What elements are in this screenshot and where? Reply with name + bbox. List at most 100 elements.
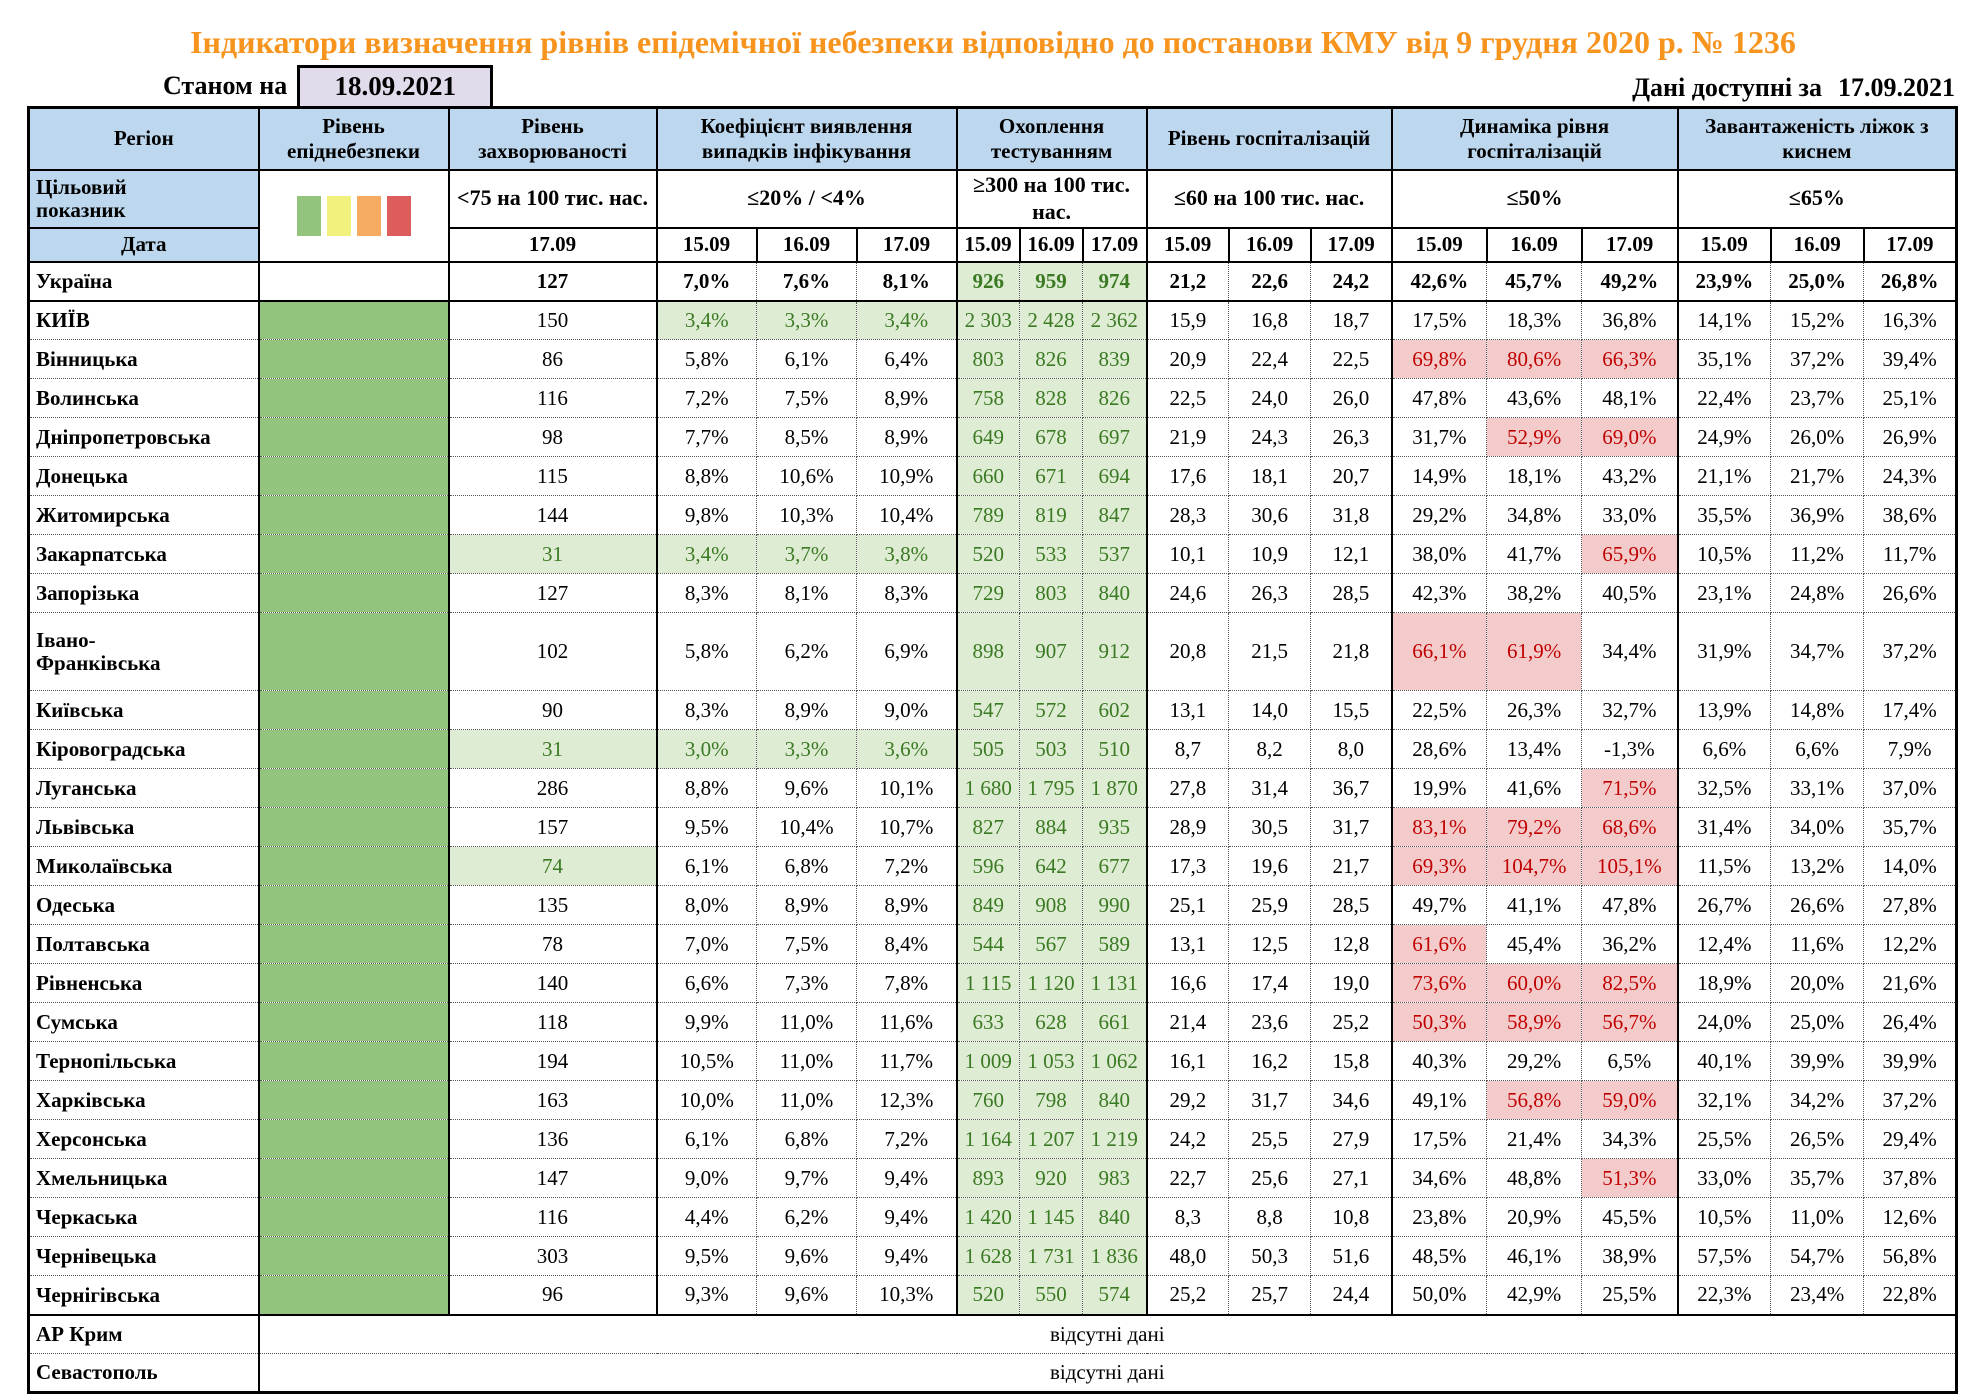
incidence-value: 194 <box>447 1041 657 1081</box>
dynamics-value: 45,7% <box>1486 260 1583 302</box>
hospitalization-value: 27,1 <box>1310 1158 1393 1198</box>
incidence-value: 127 <box>447 260 657 302</box>
hospitalization-value: 16,2 <box>1228 1041 1312 1081</box>
region-name: Україна <box>28 260 259 302</box>
date-cell: 15.09 <box>655 226 758 263</box>
detection-value: 6,1% <box>655 1119 757 1159</box>
incidence-value: 140 <box>447 963 657 1003</box>
incidence-value: 303 <box>447 1236 657 1276</box>
beds-value: 25,0% <box>1770 1002 1865 1042</box>
dynamics-value: 60,0% <box>1486 963 1583 1003</box>
dynamics-value: 52,9% <box>1486 417 1583 457</box>
beds-value: 26,4% <box>1863 1002 1958 1042</box>
beds-value: 23,1% <box>1676 573 1772 613</box>
beds-value: 11,5% <box>1676 846 1772 886</box>
hospitalization-value: 21,2 <box>1145 260 1230 302</box>
dynamics-value: 40,5% <box>1581 573 1679 613</box>
testing-value: 661 <box>1082 1002 1148 1042</box>
incidence-value: 150 <box>447 300 657 340</box>
hospitalization-value: 24,6 <box>1145 573 1230 613</box>
hospitalization-value: 36,7 <box>1310 768 1393 808</box>
beds-value: 54,7% <box>1770 1236 1865 1276</box>
testing-value: 826 <box>1082 378 1148 418</box>
dynamics-value: 50,0% <box>1390 1275 1488 1315</box>
testing-value: 1 062 <box>1082 1041 1148 1081</box>
testing-value: 649 <box>955 417 1021 457</box>
detection-value: 10,9% <box>855 456 958 496</box>
beds-value: 35,7% <box>1770 1158 1865 1198</box>
detection-value: 6,4% <box>855 339 958 379</box>
hospitalization-value: 25,5 <box>1228 1119 1312 1159</box>
table-row: Рівненська 140 6,6% 7,3% 7,8% 1 115 1 120 1 131… <box>28 963 1958 1003</box>
detection-value: 7,2% <box>655 378 757 418</box>
incidence-value: 136 <box>447 1119 657 1159</box>
detection-value: 6,2% <box>756 1197 857 1237</box>
testing-value: 908 <box>1019 885 1084 925</box>
table-row: Київська 90 8,3% 8,9% 9,0% 547 572 602 13,1 14,0 1… <box>28 690 1958 730</box>
testing-value: 589 <box>1082 924 1148 964</box>
hospitalization-value: 8,7 <box>1145 729 1230 769</box>
dynamics-value: -1,3% <box>1581 729 1679 769</box>
testing-value: 550 <box>1019 1275 1084 1315</box>
testing-value: 567 <box>1019 924 1084 964</box>
hospitalization-value: 8,3 <box>1145 1197 1230 1237</box>
dynamics-value: 48,1% <box>1581 378 1679 418</box>
table-row: Донецька 115 8,8% 10,6% 10,9% 660 671 694 17,6 18… <box>28 456 1958 496</box>
testing-value: 1 680 <box>955 768 1021 808</box>
dynamics-value: 45,4% <box>1486 924 1583 964</box>
risk-level-cell <box>257 339 449 379</box>
risk-level-cell <box>257 573 449 613</box>
risk-level-cell <box>257 260 449 302</box>
detection-value: 7,8% <box>855 963 958 1003</box>
risk-level-cell <box>257 612 449 691</box>
date-cell: 16.09 <box>1769 226 1865 263</box>
table-row: Одеська 135 8,0% 8,9% 8,9% 849 908 990 25,1 25,9 2… <box>28 885 1958 925</box>
testing-value: 912 <box>1082 612 1148 691</box>
dynamics-value: 41,1% <box>1486 885 1583 925</box>
dynamics-value: 38,0% <box>1390 534 1488 574</box>
region-name: Одеська <box>28 885 259 925</box>
table-row: Тернопільська 194 10,5% 11,0% 11,7% 1 009 1 05… <box>28 1041 1958 1081</box>
date-cell: 17.09 <box>855 226 958 263</box>
testing-value: 510 <box>1082 729 1148 769</box>
beds-value: 39,9% <box>1863 1041 1958 1081</box>
target-dynamics: ≤50% <box>1390 168 1679 229</box>
testing-value: 840 <box>1082 1197 1148 1237</box>
beds-value: 22,4% <box>1676 378 1772 418</box>
legend-yellow-square <box>326 195 351 236</box>
date-row-label: Дата <box>27 226 260 263</box>
hospitalization-value: 10,9 <box>1228 534 1312 574</box>
dynamics-value: 49,7% <box>1390 885 1488 925</box>
detection-value: 9,6% <box>756 1236 857 1276</box>
testing-value: 990 <box>1082 885 1148 925</box>
testing-value: 1 420 <box>955 1197 1021 1237</box>
incidence-value: 127 <box>447 573 657 613</box>
beds-value: 57,5% <box>1676 1236 1772 1276</box>
dynamics-value: 105,1% <box>1581 846 1679 886</box>
beds-value: 33,0% <box>1676 1158 1772 1198</box>
region-name: Кіровоградська <box>28 729 259 769</box>
no-data-cell: відсутні дані <box>257 1313 1958 1354</box>
beds-value: 37,0% <box>1863 768 1958 808</box>
testing-value: 1 731 <box>1019 1236 1084 1276</box>
dynamics-value: 34,4% <box>1581 612 1679 691</box>
detection-value: 8,5% <box>756 417 857 457</box>
beds-value: 32,5% <box>1676 768 1772 808</box>
beds-value: 22,3% <box>1676 1275 1772 1315</box>
dynamics-value: 71,5% <box>1581 768 1679 808</box>
beds-value: 34,0% <box>1770 807 1865 847</box>
detection-value: 6,6% <box>655 963 757 1003</box>
dynamics-value: 17,5% <box>1390 300 1488 340</box>
testing-value: 1 219 <box>1082 1119 1148 1159</box>
incidence-value: 96 <box>447 1275 657 1315</box>
detection-value: 10,0% <box>655 1080 757 1120</box>
testing-value: 974 <box>1082 260 1148 302</box>
detection-value: 12,3% <box>855 1080 958 1120</box>
date-cell: 16.09 <box>1227 226 1312 263</box>
risk-level-cell <box>257 1002 449 1042</box>
table-row: Житомирська 144 9,8% 10,3% 10,4% 789 819 847 28,… <box>28 495 1958 535</box>
dynamics-value: 29,2% <box>1486 1041 1583 1081</box>
incidence-value: 135 <box>447 885 657 925</box>
detection-value: 9,8% <box>655 495 757 535</box>
risk-level-cell <box>257 300 449 340</box>
